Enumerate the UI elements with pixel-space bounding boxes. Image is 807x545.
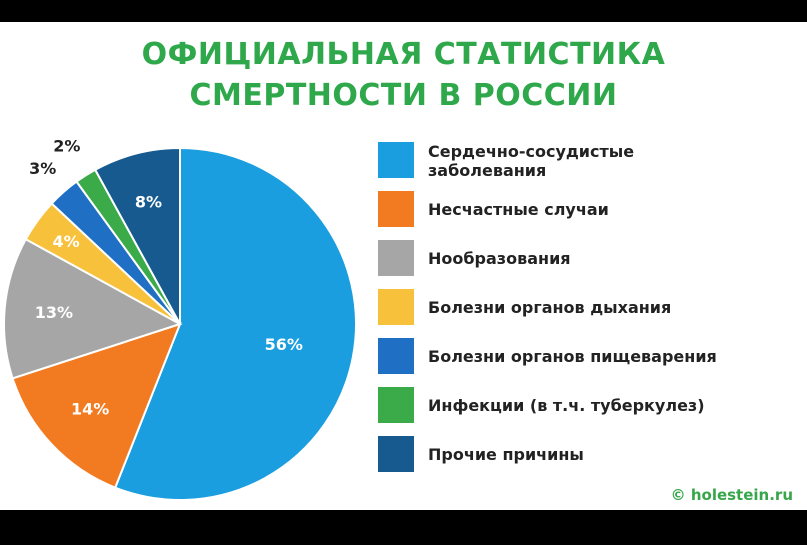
- legend-label-7: Прочие причины: [428, 445, 807, 464]
- legend-label-line: Болезни органов пищеварения: [428, 347, 717, 366]
- chart-title: ОФИЦИАЛЬНАЯ СТАТИСТИКА СМЕРТНОСТИ В РОСС…: [0, 34, 807, 116]
- pie-slice-7: [93, 146, 181, 325]
- slice-label-6: 2%: [53, 137, 80, 156]
- legend-label-line: заболевания: [428, 161, 547, 180]
- chart-title-line-2: СМЕРТНОСТИ В РОССИИ: [189, 78, 618, 113]
- legend-item-6: Инфекции (в т.ч. туберкулез): [378, 387, 807, 423]
- legend-item-5: Болезни органов пищеварения: [378, 338, 807, 374]
- legend-label-line: Прочие причины: [428, 445, 584, 464]
- legend-swatch-2: [378, 191, 414, 227]
- legend-item-2: Несчастные случаи: [378, 191, 807, 227]
- legend-swatch-7: [378, 436, 414, 472]
- legend-swatch-5: [378, 338, 414, 374]
- legend-item-7: Прочие причины: [378, 436, 807, 472]
- legend-label-line: Несчастные случаи: [428, 200, 609, 219]
- pie-slice-3: [3, 237, 183, 380]
- slice-label-5: 3%: [29, 159, 56, 178]
- legend-label-line: Нообразования: [428, 249, 571, 268]
- legend-label-4: Болезни органов дыхания: [428, 298, 807, 317]
- chart-title-line-1: ОФИЦИАЛЬНАЯ СТАТИСТИКА: [141, 37, 666, 72]
- legend-swatch-6: [378, 387, 414, 423]
- slice-label-4: 4%: [53, 232, 80, 251]
- slice-label-2: 14%: [71, 399, 109, 418]
- legend-label-line: Инфекции (в т.ч. туберкулез): [428, 396, 705, 415]
- slice-label-1: 56%: [265, 335, 303, 354]
- legend-swatch-3: [378, 240, 414, 276]
- source-credit: © holestein.ru: [670, 486, 793, 504]
- pie-chart: 56% 14% 13% 4% 3% 2% 8%: [3, 137, 357, 501]
- legend-swatch-4: [378, 289, 414, 325]
- legend-swatch-1: [378, 142, 414, 178]
- legend-label-line: Болезни органов дыхания: [428, 298, 672, 317]
- pie-slice-1: [113, 146, 357, 501]
- chart-panel: ОФИЦИАЛЬНАЯ СТАТИСТИКА СМЕРТНОСТИ В РОСС…: [0, 22, 807, 510]
- legend-label-5: Болезни органов пищеварения: [428, 347, 807, 366]
- legend-label-3: Нообразования: [428, 249, 807, 268]
- slice-label-7: 8%: [135, 192, 162, 211]
- legend-label-6: Инфекции (в т.ч. туберкулез): [428, 396, 807, 415]
- legend-item-3: Нообразования: [378, 240, 807, 276]
- slice-label-3: 13%: [35, 303, 73, 322]
- legend-label-line: Сердечно-сосудистые: [428, 142, 635, 161]
- legend-label-2: Несчастные случаи: [428, 200, 807, 219]
- legend-item-1: Сердечно-сосудистые заболевания: [378, 142, 807, 180]
- legend-label-1: Сердечно-сосудистые заболевания: [428, 142, 807, 180]
- legend-item-4: Болезни органов дыхания: [378, 289, 807, 325]
